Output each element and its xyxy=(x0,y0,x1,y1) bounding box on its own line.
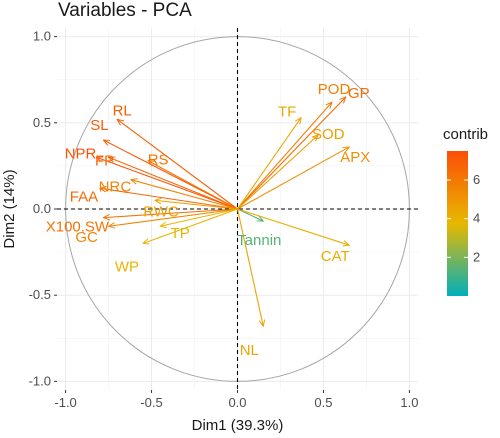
variable-arrow xyxy=(143,208,238,243)
legend-tick-label: 2 xyxy=(473,249,480,264)
variable-label: RL xyxy=(113,102,132,119)
variable-arrow xyxy=(237,118,302,210)
x-tick-label: 0.0 xyxy=(228,395,246,410)
variable-label: GP xyxy=(348,85,370,102)
variable-label: RWC xyxy=(143,203,179,220)
variable-label: NL xyxy=(240,342,259,359)
variable-label: FP xyxy=(95,152,114,169)
axes: -1.0 -0.5 0.0 0.5 1.0 -1.0 -0.5 0.0 0.5 1.0 Dim1 (… xyxy=(1,29,418,434)
x-tick-label: -1.0 xyxy=(54,395,76,410)
variable-arrow xyxy=(100,188,238,210)
y-tick-label: 0.5 xyxy=(33,115,51,130)
variable-label: Tannin xyxy=(237,232,281,249)
variable-label: TP xyxy=(171,225,190,242)
y-tick-label: 1.0 xyxy=(33,29,51,44)
variable-arrow xyxy=(237,135,319,210)
variable-arrow xyxy=(131,180,238,210)
variable-arrow xyxy=(237,208,350,245)
variable-label: X100.SW xyxy=(46,219,110,236)
variable-label: NRC xyxy=(99,179,132,196)
x-tick-label: -0.5 xyxy=(140,395,162,410)
chart-title: Variables - PCA xyxy=(58,0,192,21)
variable-arrow xyxy=(236,208,264,326)
legend-colorbar xyxy=(447,151,468,296)
variable-label: NPR xyxy=(65,145,97,162)
variable-arrow xyxy=(237,102,333,210)
variable-arrow xyxy=(109,157,238,210)
variable-label: POD xyxy=(318,81,351,98)
variable-label: SL xyxy=(90,117,108,134)
variable-arrow xyxy=(155,200,238,210)
x-axis-label: Dim1 (39.3%) xyxy=(192,417,284,434)
y-tick-label: 0.0 xyxy=(33,201,51,216)
variable-arrows xyxy=(97,97,350,326)
variable-arrow xyxy=(237,97,346,210)
variable-label: CAT xyxy=(321,248,350,265)
variable-arrow xyxy=(103,208,238,218)
variable-arrow xyxy=(237,147,350,210)
variable-label: GC xyxy=(75,229,98,246)
variable-label: RS xyxy=(148,152,169,169)
y-tick-label: -0.5 xyxy=(29,287,51,302)
legend-tick-label: 6 xyxy=(473,172,480,187)
variable-label: WP xyxy=(115,258,139,275)
variable-arrow xyxy=(109,208,238,226)
variable-arrow xyxy=(117,119,238,210)
y-axis-label: Dim2 (14%) xyxy=(1,169,18,248)
variable-label: FAA xyxy=(70,188,98,205)
variable-label: SOD xyxy=(312,126,345,143)
variable-label: APX xyxy=(340,149,370,166)
variable-arrow xyxy=(148,161,238,210)
x-tick-label: 1.0 xyxy=(400,395,418,410)
legend-title: contrib xyxy=(443,126,488,143)
contrib-legend: contrib 2 4 6 xyxy=(443,126,488,296)
variable-arrow xyxy=(97,157,238,210)
variable-arrow xyxy=(237,208,264,221)
y-tick-label: -1.0 xyxy=(29,373,51,388)
x-tick-label: 0.5 xyxy=(314,395,332,410)
variable-arrow xyxy=(160,208,238,226)
variable-label: TF xyxy=(278,104,296,121)
legend-tick-label: 4 xyxy=(473,211,480,226)
